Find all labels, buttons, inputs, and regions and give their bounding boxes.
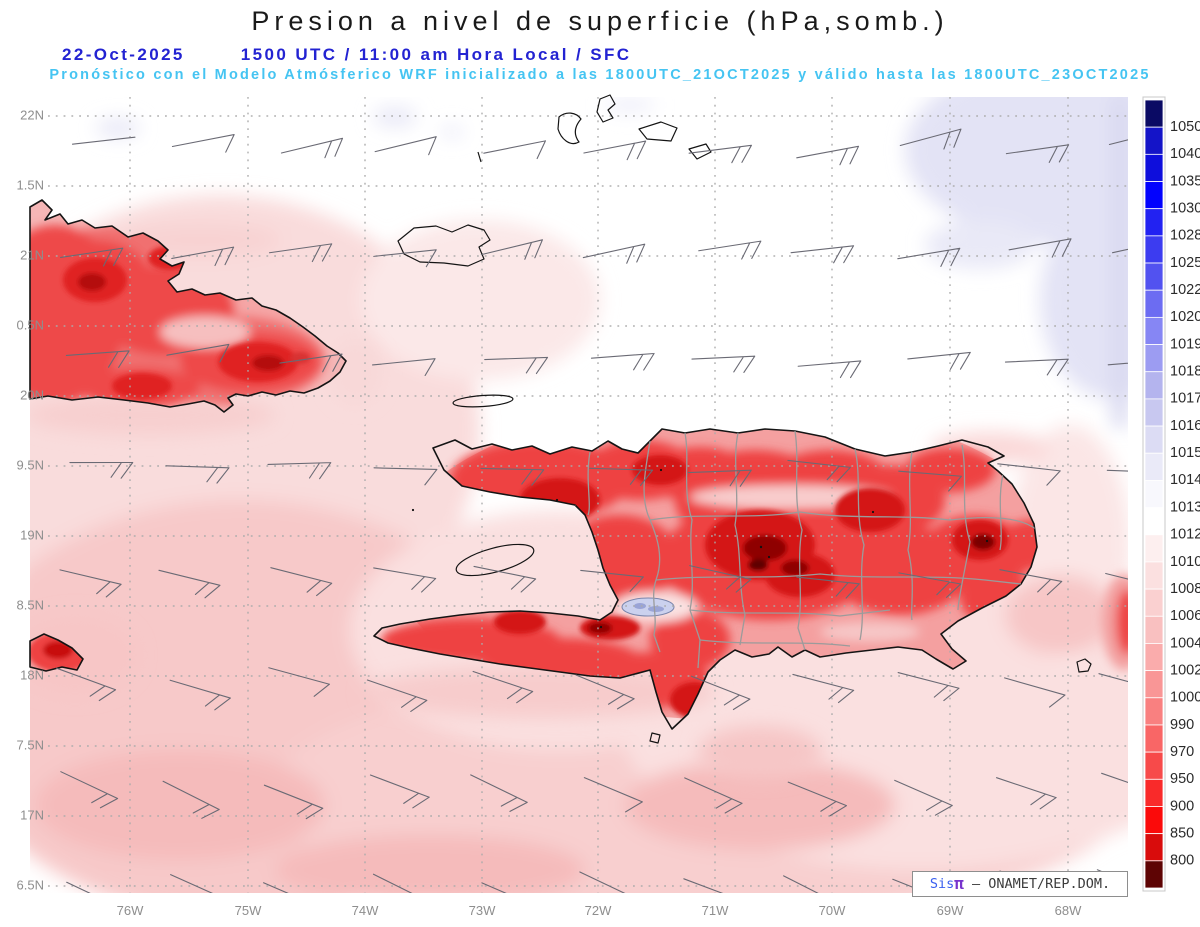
svg-text:1040: 1040 [1170,146,1200,162]
caicos-island-north [596,94,616,123]
watermark-sis: Sis [929,876,955,892]
svg-text:850: 850 [1170,825,1194,841]
svg-text:970: 970 [1170,744,1194,760]
svg-text:1022: 1022 [1170,282,1200,298]
svg-text:6.5N: 6.5N [17,877,44,892]
beata-island [649,732,661,744]
svg-text:21N: 21N [20,247,44,262]
watermark-badge: Sis π – ONAMET/REP.DOM. [912,871,1128,897]
tortue-island [452,394,514,408]
svg-text:950: 950 [1170,771,1194,787]
svg-text:1000: 1000 [1170,690,1200,706]
svg-text:1018: 1018 [1170,364,1200,380]
svg-text:1019: 1019 [1170,336,1200,352]
svg-text:19N: 19N [20,527,44,542]
inagua-island [397,224,491,267]
svg-text:800: 800 [1170,853,1194,869]
svg-text:1.5N: 1.5N [17,177,44,192]
lake-enriquillo [621,597,675,617]
mona-island [1076,658,1092,673]
caicos-island-east [638,121,678,142]
svg-text:1030: 1030 [1170,201,1200,217]
svg-text:69W: 69W [937,903,964,918]
svg-text:72W: 72W [585,903,612,918]
svg-text:9.5N: 9.5N [17,457,44,472]
svg-text:1002: 1002 [1170,662,1200,678]
caicos-island-west [557,112,582,145]
svg-text:71W: 71W [702,903,729,918]
svg-text:1004: 1004 [1170,635,1200,651]
svg-text:7.5N: 7.5N [17,737,44,752]
svg-text:1035: 1035 [1170,173,1200,189]
pressure-shading [30,97,1128,893]
svg-text:76W: 76W [117,903,144,918]
svg-text:70W: 70W [819,903,846,918]
watermark-pi-icon: π [954,874,964,893]
svg-text:74W: 74W [352,903,379,918]
svg-text:17N: 17N [20,807,44,822]
svg-text:1015: 1015 [1170,445,1200,461]
terrain-dots [411,468,989,629]
svg-text:900: 900 [1170,798,1194,814]
right-edge-low-pressure [1102,574,1128,670]
svg-text:1020: 1020 [1170,309,1200,325]
coastlines [29,94,1092,744]
svg-text:1010: 1010 [1170,554,1200,570]
svg-text:1050: 1050 [1170,119,1200,135]
pressure-colorbar: 1050 1040 1035 1030 1028 1025 1022 1020 1019 1018… [1142,96,1200,892]
svg-text:18N: 18N [20,667,44,682]
high-pressure-lavender-shading [96,97,1128,427]
svg-text:1028: 1028 [1170,228,1200,244]
province-boundaries [573,430,1037,669]
svg-text:0.5N: 0.5N [17,317,44,332]
svg-text:990: 990 [1170,717,1194,733]
page-title: Presion a nivel de superficie (hPa,somb.… [251,6,949,36]
svg-text:68W: 68W [1055,903,1082,918]
watermark-org: – ONAMET/REP.DOM. [963,876,1111,892]
datetime-line: 22-Oct-2025 1500 UTC / 11:00 am Hora Loca… [62,45,631,65]
time-label: 1500 UTC / 11:00 am Hora Local / SFC [240,45,632,64]
turks-island [688,143,712,160]
svg-text:1025: 1025 [1170,255,1200,271]
small-cay [477,151,482,163]
svg-text:1012: 1012 [1170,527,1200,543]
svg-text:1008: 1008 [1170,581,1200,597]
forecast-model-line: Pronóstico con el Modelo Atmósferico WRF… [49,67,1151,83]
svg-text:1017: 1017 [1170,391,1200,407]
svg-text:1014: 1014 [1170,472,1200,488]
svg-text:1013: 1013 [1170,499,1200,515]
svg-text:8.5N: 8.5N [17,597,44,612]
svg-text:75W: 75W [235,903,262,918]
svg-text:20N: 20N [20,387,44,402]
date-label: 22-Oct-2025 [62,45,185,64]
axis-labels: 22N 1.5N 21N 0.5N 20N 9.5N 19N 8.5N 18N 7.5N 17N 6.… [17,107,1083,918]
svg-text:1016: 1016 [1170,418,1200,434]
svg-text:73W: 73W [469,903,496,918]
svg-text:1006: 1006 [1170,608,1200,624]
svg-text:22N: 22N [20,107,44,122]
